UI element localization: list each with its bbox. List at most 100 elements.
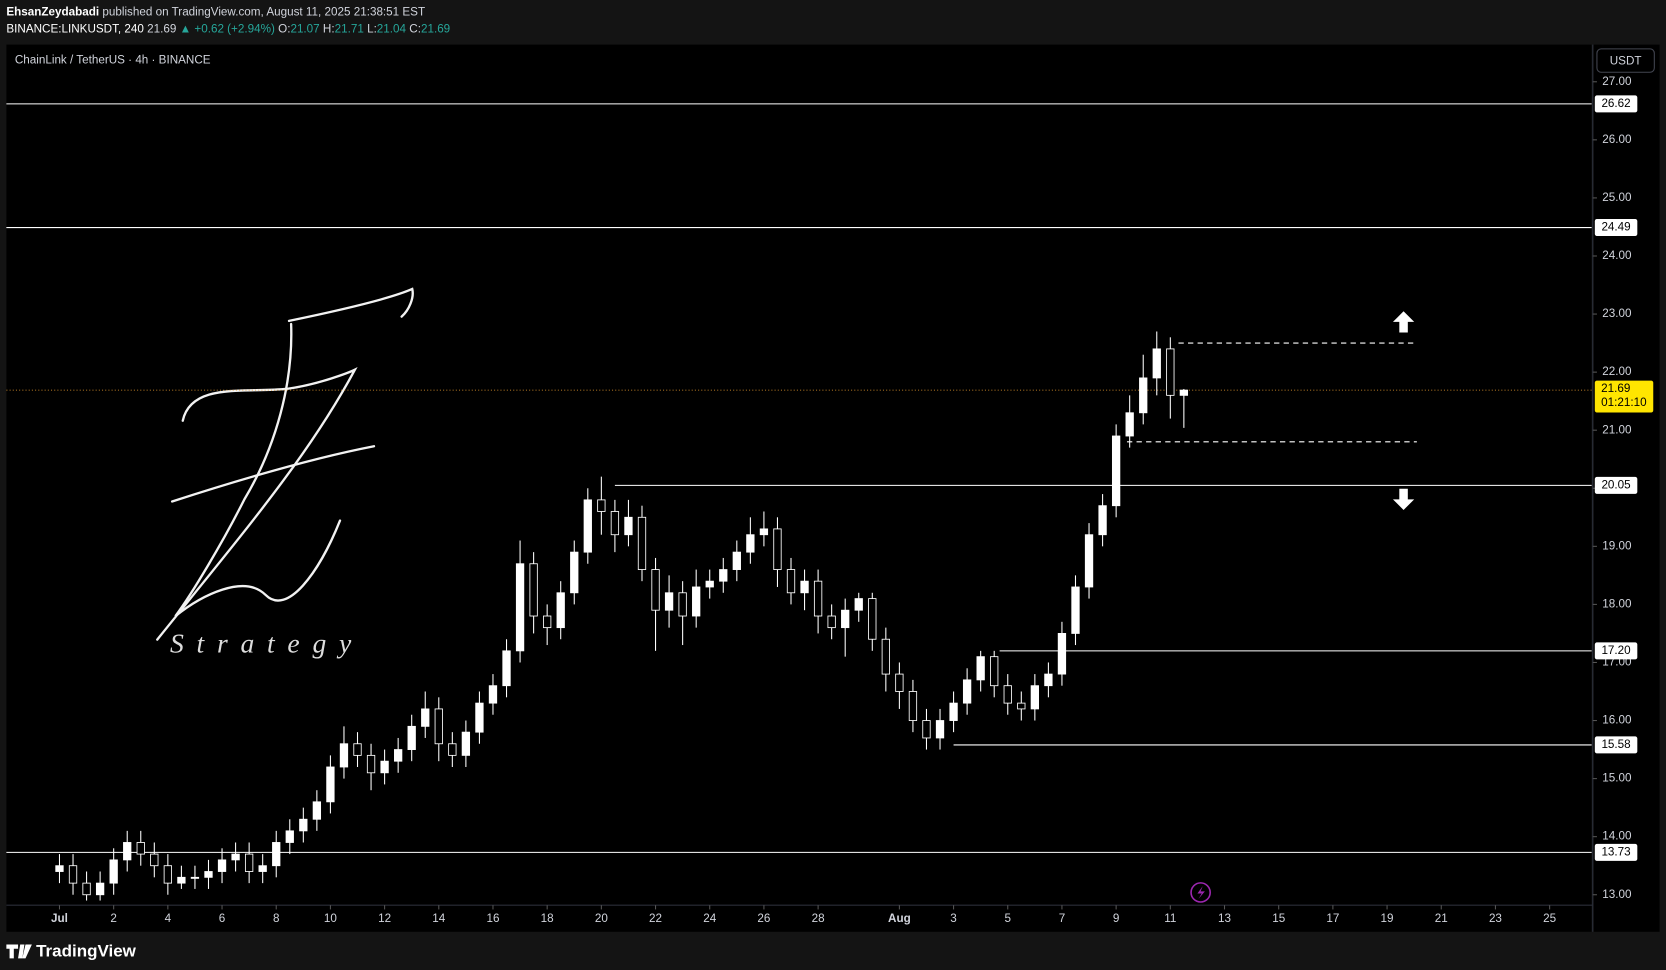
candle-body <box>502 650 511 687</box>
candle <box>272 830 281 878</box>
candle-body <box>258 865 267 872</box>
candle-body <box>813 580 823 617</box>
current-price-label: 21.69 <box>1601 382 1630 395</box>
level-label: 26.62 <box>1601 97 1630 110</box>
x-tick-label: Aug <box>888 912 911 925</box>
candle-body <box>529 563 538 617</box>
candle <box>244 842 254 884</box>
candle <box>136 830 145 866</box>
logo-stroke <box>170 445 376 503</box>
candle-body <box>55 865 64 872</box>
candle <box>68 854 78 895</box>
candle <box>692 569 701 628</box>
x-tick-label: 3 <box>950 912 957 925</box>
candle <box>759 511 769 547</box>
down-arrow <box>1392 488 1415 510</box>
x-tick-label: 25 <box>1543 912 1556 925</box>
candle <box>1179 388 1189 428</box>
candle-body <box>1111 435 1121 507</box>
c-label: C: <box>409 23 421 36</box>
y-tick-label: 24.00 <box>1602 249 1632 262</box>
candle-body <box>610 511 620 536</box>
x-tick-label: 22 <box>649 912 662 925</box>
candle <box>1057 621 1067 686</box>
candle <box>1044 662 1053 698</box>
candle-body <box>827 615 836 629</box>
level-label: 20.05 <box>1601 478 1630 491</box>
candle-body <box>109 859 118 884</box>
currency-button[interactable] <box>1596 48 1655 73</box>
candle-body <box>150 853 159 867</box>
x-tick-label: 14 <box>432 912 445 925</box>
candle-body <box>1125 412 1134 437</box>
candle-body <box>786 569 796 594</box>
candle <box>109 848 118 895</box>
candle-body <box>583 499 592 553</box>
last: 21.69 <box>147 23 176 36</box>
candle-body <box>515 563 525 652</box>
candle <box>678 581 687 646</box>
footer-logo-mark <box>6 944 32 959</box>
candle-body <box>299 818 308 832</box>
candle-body <box>353 743 362 756</box>
candle-body <box>1152 348 1161 379</box>
candle-body <box>434 708 443 745</box>
candle-body <box>421 708 430 727</box>
candle <box>353 732 362 767</box>
candle-body <box>854 598 863 611</box>
candle-body <box>366 754 376 774</box>
y-tick-label: 25.00 <box>1602 191 1632 204</box>
event-icon-bolt <box>1197 886 1205 899</box>
candle <box>1084 523 1094 599</box>
currency[interactable]: USDT <box>1610 55 1642 68</box>
candle <box>597 476 606 535</box>
candle <box>1030 674 1040 721</box>
candle-body <box>407 725 416 750</box>
chart-title: ChainLink / TetherUS · 4h · BINANCE <box>15 54 211 67</box>
header-line-2: BINANCE:LINKUSDT, 240 21.69 ▲ +0.62 (+2.… <box>6 23 450 36</box>
candle <box>719 557 728 593</box>
candle <box>868 592 877 651</box>
candle-body <box>990 656 999 687</box>
x-tick-label: 6 <box>219 912 226 925</box>
candle <box>827 604 836 640</box>
candle <box>881 627 890 692</box>
candle-body <box>692 586 701 617</box>
event-icon[interactable] <box>1190 882 1211 903</box>
candle-body <box>1166 348 1175 396</box>
candle-body <box>719 569 728 582</box>
candle <box>556 581 565 640</box>
candle <box>231 842 240 872</box>
candle <box>990 650 999 698</box>
footer-logo[interactable]: TradingView <box>36 941 137 960</box>
o-value: 21.07 <box>290 23 319 36</box>
x-tick-label: 10 <box>324 912 337 925</box>
candle <box>543 604 552 646</box>
x-tick-label: 4 <box>165 912 172 925</box>
candle <box>488 674 498 715</box>
candle <box>570 540 579 605</box>
candle-body <box>244 853 254 872</box>
candle-body <box>962 679 972 704</box>
candle <box>285 819 294 855</box>
candle-body <box>448 743 457 756</box>
candle-body <box>637 516 647 570</box>
change: ▲ +0.62 (+2.94%) <box>180 23 275 36</box>
candle <box>55 854 64 884</box>
candle-body <box>488 685 498 704</box>
candle <box>922 708 931 750</box>
level-label-box <box>1594 843 1638 861</box>
candle <box>177 865 186 889</box>
y-tick-label: 22.00 <box>1602 365 1632 378</box>
candle-body <box>339 743 349 768</box>
candle-body <box>759 528 769 536</box>
y-tick-label: 27.00 <box>1602 75 1632 88</box>
candle-body <box>177 876 186 884</box>
candle-body <box>570 551 579 594</box>
candle <box>95 871 105 901</box>
candle-body <box>123 842 132 861</box>
candle-body <box>217 859 227 872</box>
candle-body <box>204 871 213 878</box>
candle-body <box>624 516 633 536</box>
